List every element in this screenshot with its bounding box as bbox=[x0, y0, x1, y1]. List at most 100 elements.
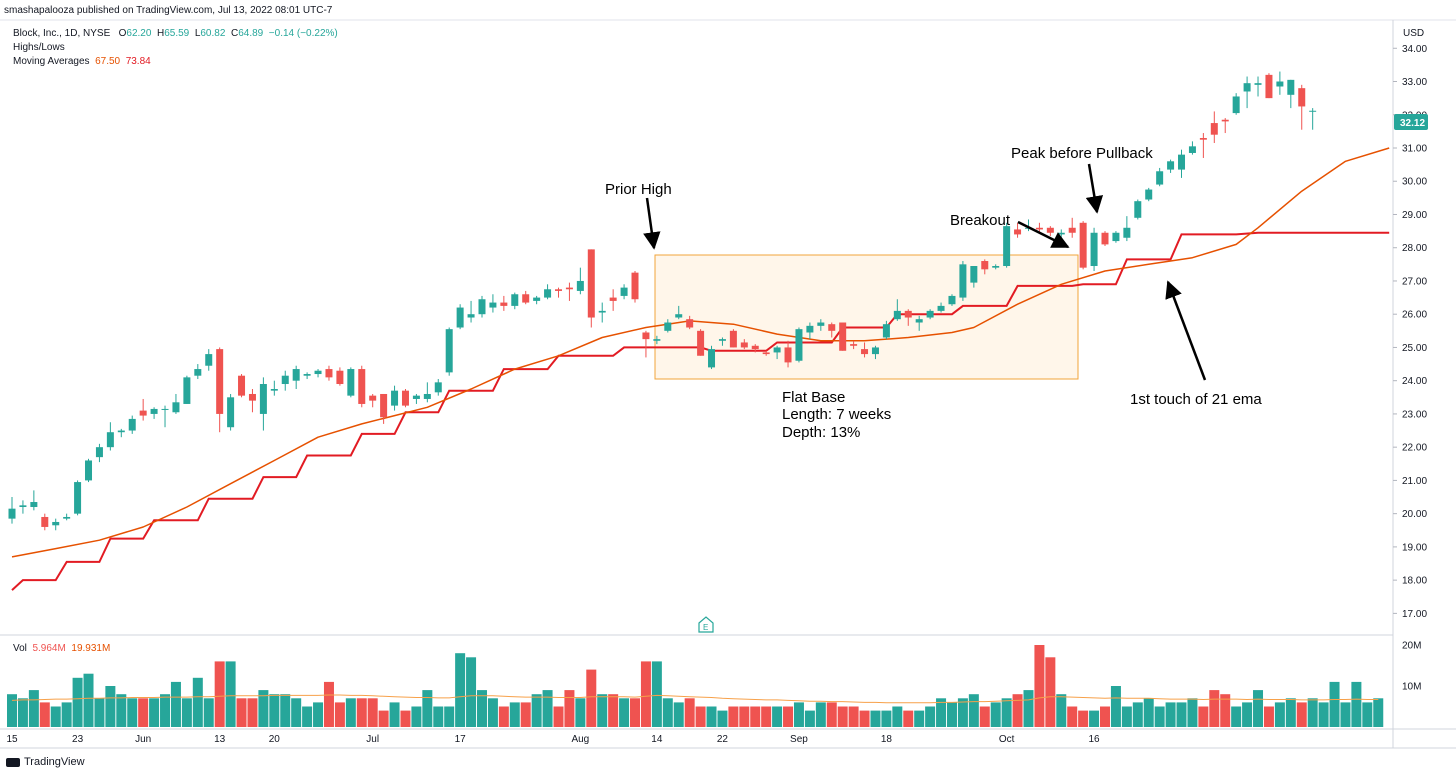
candle-body bbox=[773, 347, 781, 353]
candle-body bbox=[937, 305, 945, 311]
x-tick-label: 15 bbox=[6, 734, 18, 745]
tradingview-logo-icon bbox=[6, 757, 20, 767]
candle-body bbox=[751, 345, 759, 350]
volume-bar bbox=[487, 698, 498, 727]
candle bbox=[358, 365, 366, 408]
candle bbox=[1243, 76, 1251, 109]
volume-bar bbox=[1340, 702, 1351, 727]
candle bbox=[675, 305, 683, 320]
candle-body bbox=[1178, 154, 1186, 170]
candle bbox=[139, 398, 147, 421]
candle-body bbox=[1210, 123, 1218, 135]
candle bbox=[773, 345, 781, 360]
candle-body bbox=[598, 310, 606, 313]
candle-body bbox=[227, 397, 235, 428]
candle bbox=[314, 369, 322, 378]
candle bbox=[106, 422, 114, 451]
candle bbox=[380, 393, 388, 424]
vol-value: 5.964M bbox=[32, 643, 66, 654]
price-axis[interactable]: 34.0033.0032.0031.0030.0029.0028.0027.00… bbox=[1393, 44, 1427, 620]
volume-bar bbox=[105, 686, 116, 727]
tradingview-footer[interactable]: TradingView bbox=[6, 756, 85, 768]
volume-bar bbox=[345, 698, 356, 727]
volume-bar bbox=[1100, 706, 1110, 727]
x-tick-label: Jul bbox=[366, 734, 379, 745]
candle bbox=[172, 393, 180, 414]
volume-bar bbox=[356, 698, 367, 727]
candle-body bbox=[533, 297, 541, 301]
volume-bar bbox=[1067, 706, 1078, 727]
candle-body bbox=[1188, 146, 1196, 153]
volume-bar bbox=[192, 677, 203, 727]
candle-body bbox=[1057, 232, 1065, 235]
volume-bar bbox=[323, 681, 334, 727]
candle bbox=[1276, 71, 1284, 95]
candle-body bbox=[806, 325, 814, 333]
volume-bar bbox=[138, 698, 149, 727]
candle bbox=[620, 284, 628, 300]
candle bbox=[347, 367, 355, 398]
candle bbox=[555, 287, 562, 298]
earnings-marker-text: E bbox=[703, 623, 708, 632]
candle bbox=[1298, 84, 1306, 130]
candle-body bbox=[380, 393, 388, 418]
volume-bar bbox=[433, 706, 444, 727]
vol-label: Vol bbox=[13, 643, 27, 654]
volume-bar bbox=[1198, 706, 1209, 727]
symbol-legend[interactable]: Block, Inc., 1D, NYSE O62.20 H65.59 L60.… bbox=[13, 28, 338, 39]
candle-body bbox=[369, 395, 377, 401]
candle bbox=[445, 327, 453, 376]
highs-lows-indicator[interactable]: Highs/Lows bbox=[13, 42, 65, 53]
candle bbox=[128, 415, 136, 434]
volume-bar bbox=[422, 690, 433, 727]
candle bbox=[412, 393, 420, 404]
volume-bar bbox=[859, 710, 870, 727]
volume-bar bbox=[783, 706, 794, 727]
candle-body bbox=[1123, 227, 1131, 238]
earnings-marker[interactable]: E bbox=[698, 616, 714, 633]
candle bbox=[533, 295, 541, 305]
candle-body bbox=[729, 330, 737, 348]
symbol-name: Block, Inc., 1D, NYSE bbox=[13, 28, 111, 39]
candle bbox=[270, 380, 278, 396]
candle-body bbox=[106, 432, 114, 448]
volume-bar bbox=[925, 706, 936, 727]
volume-bar bbox=[1132, 702, 1143, 727]
candle bbox=[205, 349, 213, 371]
volume-bar bbox=[1242, 702, 1253, 727]
volume-bar bbox=[684, 698, 695, 727]
volume-legend[interactable]: Vol 5.964M 19.931M bbox=[13, 643, 110, 654]
volume-bar bbox=[280, 694, 291, 727]
candle-body bbox=[467, 314, 475, 318]
candle-body bbox=[292, 369, 300, 381]
ma2-value: 73.84 bbox=[125, 56, 151, 67]
volume-bar bbox=[695, 706, 706, 727]
candle bbox=[871, 345, 879, 360]
volume-bar bbox=[61, 702, 72, 727]
candle-body bbox=[314, 370, 322, 375]
volume-bar bbox=[291, 698, 302, 727]
candle bbox=[882, 320, 890, 340]
y-tick-label: 23.00 bbox=[1402, 409, 1427, 420]
candles-group bbox=[8, 71, 1317, 531]
candle bbox=[992, 264, 1000, 270]
candle bbox=[248, 388, 256, 413]
candle bbox=[708, 345, 716, 370]
volume-bar bbox=[772, 706, 783, 727]
candle bbox=[511, 292, 519, 310]
candle-body bbox=[303, 374, 311, 376]
volume-bar bbox=[1121, 706, 1132, 727]
candle-body bbox=[456, 307, 464, 328]
close-value: 64.89 bbox=[238, 28, 264, 39]
candle-body bbox=[172, 402, 180, 413]
y-tick-label: 22.00 bbox=[1402, 443, 1427, 454]
volume-bar bbox=[531, 694, 542, 727]
y-tick-label: 21.00 bbox=[1402, 476, 1427, 487]
candle bbox=[1167, 159, 1175, 173]
moving-averages-legend[interactable]: Moving Averages 67.50 73.84 bbox=[13, 56, 151, 67]
x-tick-label: 13 bbox=[214, 734, 226, 745]
candle-body bbox=[30, 502, 38, 508]
time-axis[interactable]: 15 23 Jun 13 20 Jul 17 Aug 14 22 Sep 18 Oct 16 bbox=[6, 734, 1100, 745]
volume-bar bbox=[466, 657, 477, 727]
